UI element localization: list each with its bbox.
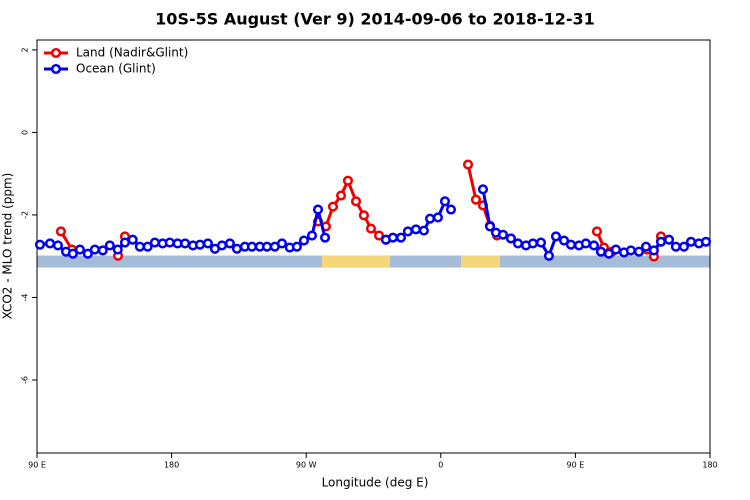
data-point — [558, 235, 570, 246]
x-tick-label: 90 E — [567, 461, 585, 470]
data-point — [505, 233, 516, 244]
data-point — [678, 241, 690, 252]
data-point — [470, 194, 481, 205]
data-point — [648, 245, 659, 256]
data-point — [34, 239, 46, 250]
data-point — [224, 238, 235, 249]
data-point — [373, 230, 385, 241]
data-point — [477, 184, 489, 195]
land-band — [322, 255, 390, 268]
data-point — [149, 237, 160, 248]
data-point — [44, 238, 56, 249]
data-point — [52, 240, 63, 251]
x-axis-label: Longitude (deg E) — [322, 476, 429, 490]
x-tick-label: 180 — [164, 461, 179, 470]
data-point — [410, 224, 422, 235]
chart-title: 10S-5S August (Ver 9) 2014-09-06 to 2018… — [155, 10, 595, 29]
data-point — [535, 237, 547, 248]
data-point — [527, 238, 538, 249]
legend-marker — [50, 63, 62, 75]
data-point — [55, 226, 66, 237]
data-point — [202, 238, 213, 249]
data-point — [246, 241, 257, 252]
data-point — [565, 239, 576, 250]
legend-marker — [50, 47, 62, 59]
data-point — [543, 250, 554, 261]
data-point — [497, 229, 509, 240]
data-point — [588, 240, 599, 251]
data-point — [97, 245, 108, 256]
land-band — [460, 255, 501, 268]
y-tick-label: 0 — [21, 130, 30, 135]
data-point — [625, 245, 636, 256]
y-axis-label: XCO2 - MLO trend (ppm) — [1, 173, 15, 320]
data-point — [685, 236, 697, 247]
data-point — [350, 196, 362, 207]
data-point — [610, 244, 621, 255]
y-tick-label: -2 — [21, 211, 30, 219]
x-tick-label: 90 W — [296, 461, 317, 470]
data-point — [595, 246, 607, 257]
data-point — [89, 244, 100, 255]
data-point — [319, 232, 331, 243]
data-point — [119, 237, 130, 248]
legend-label: Ocean (Glint) — [76, 62, 156, 76]
data-point — [700, 236, 712, 247]
data-point — [335, 190, 347, 201]
data-point — [216, 240, 228, 251]
data-point — [432, 212, 444, 223]
data-point — [512, 238, 524, 249]
data-point — [603, 248, 614, 259]
y-tick-label: -6 — [21, 376, 30, 384]
data-point — [663, 234, 675, 245]
legend-label: Land (Nadir&Glint) — [76, 46, 188, 60]
data-point — [298, 235, 310, 246]
data-point — [550, 231, 562, 242]
data-point — [231, 243, 243, 254]
data-point — [342, 175, 353, 186]
data-point — [180, 238, 191, 249]
data-point — [291, 241, 302, 252]
data-point — [312, 204, 324, 215]
data-point — [134, 241, 145, 252]
data-point — [261, 241, 273, 252]
data-point — [142, 241, 153, 252]
data-point — [402, 226, 413, 237]
x-tick-label: 0 — [438, 461, 443, 470]
x-tick-label: 180 — [702, 461, 717, 470]
data-point — [439, 196, 451, 207]
data-point — [462, 159, 474, 170]
data-point — [104, 240, 115, 251]
data-point — [445, 204, 457, 215]
data-point — [276, 238, 288, 249]
data-point — [82, 248, 93, 259]
data-point — [640, 241, 652, 252]
data-point — [127, 234, 138, 245]
data-point — [387, 232, 398, 243]
y-tick-label: -4 — [21, 293, 30, 301]
data-point — [358, 210, 369, 221]
data-point — [633, 246, 645, 257]
data-point — [655, 236, 666, 247]
data-point — [395, 232, 407, 243]
data-point — [194, 239, 206, 250]
data-point — [580, 238, 591, 249]
data-point — [327, 201, 339, 212]
data-point — [365, 223, 377, 234]
data-point — [591, 226, 602, 237]
data-point — [418, 225, 429, 236]
data-point — [484, 221, 496, 232]
data-point — [67, 248, 78, 259]
data-point — [424, 213, 436, 224]
data-point — [164, 237, 175, 248]
data-point — [74, 244, 85, 255]
data-point — [670, 241, 681, 252]
x-tick-label: 90 E — [28, 461, 46, 470]
y-tick-label: 2 — [21, 47, 30, 52]
data-point — [112, 244, 123, 255]
data-point — [306, 230, 318, 241]
